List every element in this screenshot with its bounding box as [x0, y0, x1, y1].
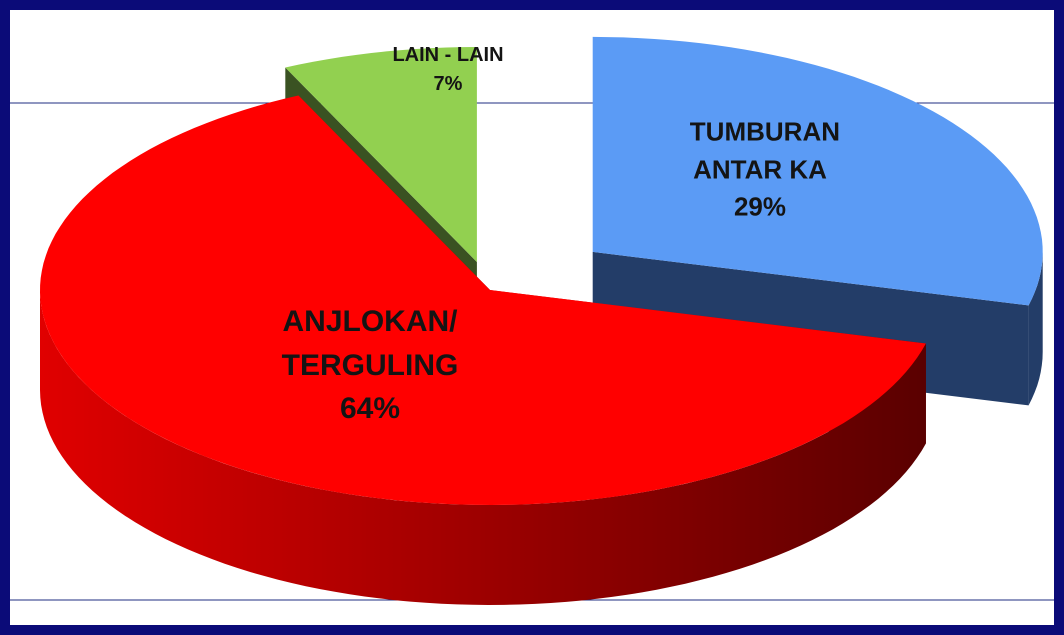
slice-label: ANJLOKAN/ TERGULING 64% [262, 300, 478, 431]
category-label: TUMBURAN ANTAR KA [689, 116, 840, 185]
value-label: 7% [433, 73, 463, 95]
category-label: LAIN - LAIN [392, 44, 504, 66]
slice-side [40, 290, 926, 605]
slice [285, 47, 477, 262]
value-label: 64% [339, 391, 401, 425]
canvas: TUMBURAN ANTAR KA 29% ANJLOKAN/ TERGULING 6… [10, 10, 1054, 625]
slice [592, 36, 1043, 306]
slice-label: LAIN - LAIN 7% [376, 41, 520, 99]
slice-label: TUMBURAN ANTAR KA 29% [666, 113, 853, 226]
slice [40, 95, 926, 505]
value-label: 29% [733, 191, 787, 222]
category-label: ANJLOKAN/ TERGULING [281, 304, 459, 382]
slice-side [1028, 251, 1043, 406]
chart [10, 36, 1054, 605]
